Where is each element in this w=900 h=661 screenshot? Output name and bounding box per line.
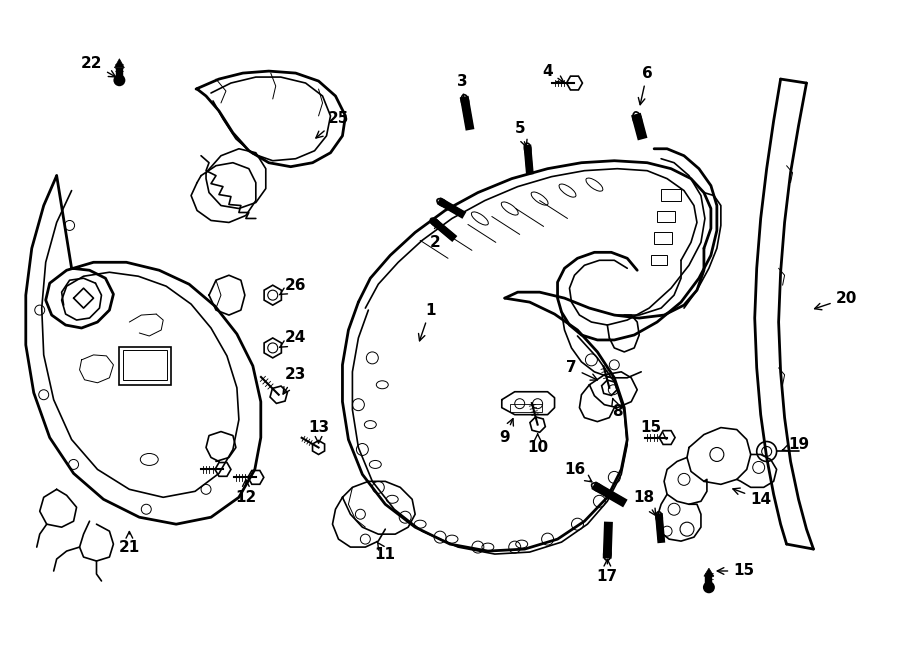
Bar bbox=[123, 350, 167, 380]
Text: 7: 7 bbox=[566, 360, 598, 380]
Text: 12: 12 bbox=[235, 480, 256, 505]
Text: 26: 26 bbox=[280, 278, 306, 295]
Bar bbox=[120, 347, 171, 385]
Text: 22: 22 bbox=[81, 56, 115, 77]
Text: 8: 8 bbox=[612, 399, 623, 419]
Text: 10: 10 bbox=[527, 434, 548, 455]
Bar bbox=[654, 233, 672, 245]
Bar bbox=[657, 210, 675, 223]
Text: 23: 23 bbox=[284, 368, 306, 394]
Text: 16: 16 bbox=[563, 462, 592, 482]
Circle shape bbox=[113, 74, 125, 86]
Circle shape bbox=[703, 581, 715, 594]
Text: 9: 9 bbox=[500, 418, 513, 445]
Text: 15: 15 bbox=[717, 563, 754, 578]
Bar bbox=[509, 404, 542, 412]
Bar bbox=[116, 67, 123, 80]
Bar bbox=[652, 255, 667, 265]
Text: 18: 18 bbox=[634, 490, 656, 516]
Text: 14: 14 bbox=[733, 488, 771, 507]
Bar bbox=[662, 188, 681, 200]
Text: 4: 4 bbox=[543, 63, 564, 83]
Text: 3: 3 bbox=[456, 73, 467, 104]
Polygon shape bbox=[704, 568, 714, 576]
Text: 20: 20 bbox=[814, 291, 857, 310]
Text: 25: 25 bbox=[316, 112, 349, 138]
Polygon shape bbox=[114, 59, 124, 67]
Text: 24: 24 bbox=[280, 330, 306, 348]
Text: 11: 11 bbox=[374, 541, 396, 562]
Text: 2: 2 bbox=[429, 223, 441, 250]
Text: 13: 13 bbox=[308, 420, 329, 443]
Text: 15: 15 bbox=[641, 420, 667, 440]
Text: 19: 19 bbox=[782, 437, 809, 452]
Bar bbox=[706, 576, 713, 588]
Text: 6: 6 bbox=[638, 65, 652, 104]
Text: 21: 21 bbox=[119, 531, 140, 555]
Text: 1: 1 bbox=[418, 303, 436, 341]
Text: 17: 17 bbox=[597, 559, 618, 584]
Text: 5: 5 bbox=[515, 122, 527, 147]
